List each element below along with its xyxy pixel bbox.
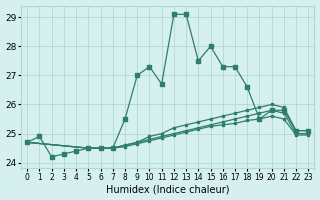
X-axis label: Humidex (Indice chaleur): Humidex (Indice chaleur): [106, 184, 229, 194]
